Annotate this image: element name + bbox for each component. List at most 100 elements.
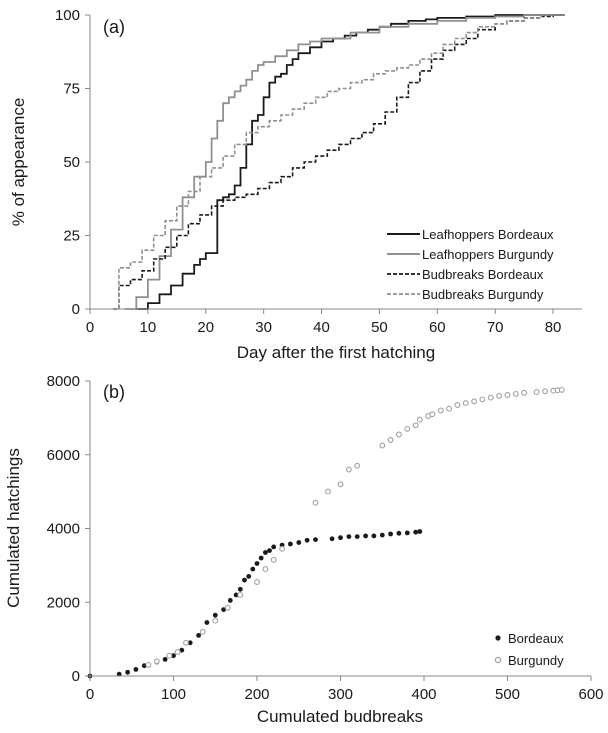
point-bordeaux	[413, 529, 419, 535]
x-tick-label: 300	[328, 686, 353, 703]
point-bordeaux	[162, 657, 168, 662]
point-bordeaux	[288, 541, 293, 547]
point-burgundy	[145, 661, 152, 668]
y-tick-label: 4000	[47, 521, 80, 538]
point-burgundy	[174, 649, 181, 655]
point-burgundy	[395, 431, 402, 438]
point-bordeaux	[187, 640, 193, 646]
point-bordeaux	[363, 533, 368, 539]
point-bordeaux	[237, 586, 243, 592]
point-bordeaux	[371, 533, 377, 539]
point-burgundy	[212, 617, 219, 624]
y-tick-label: 0	[72, 301, 80, 318]
panel-a-y-axis-title: % of appearance	[9, 98, 28, 227]
x-tick-label: 500	[495, 686, 520, 703]
point-burgundy	[279, 545, 286, 552]
legend-marker-bordeaux	[495, 635, 501, 641]
series-line-budbreaks-burgundy	[113, 14, 565, 310]
y-tick-label: 8000	[47, 373, 80, 390]
x-tick-label: 0	[86, 686, 94, 703]
point-bordeaux	[338, 535, 343, 541]
point-burgundy	[325, 488, 331, 495]
panel-b-label: (b)	[103, 382, 125, 402]
legend-label-budbreaks-bordeaux: Budbreaks Bordeaux	[422, 267, 544, 282]
point-bordeaux	[221, 607, 227, 612]
panel-a-plot	[113, 14, 565, 310]
point-bordeaux	[242, 577, 247, 583]
point-burgundy	[521, 389, 528, 396]
y-tick-label: 100	[55, 7, 80, 24]
point-burgundy	[446, 405, 453, 412]
x-tick-label: 600	[578, 686, 603, 703]
point-burgundy	[379, 442, 386, 449]
x-tick-label: 0	[86, 319, 94, 336]
point-bordeaux	[254, 561, 260, 566]
x-tick-label: 100	[161, 686, 186, 703]
point-bordeaux	[258, 555, 264, 561]
point-bordeaux	[263, 550, 268, 555]
series-points-bordeaux	[87, 529, 423, 679]
point-burgundy	[487, 394, 494, 401]
point-bordeaux	[346, 534, 352, 539]
legend-marker-burgundy	[494, 656, 502, 664]
point-burgundy	[437, 407, 444, 414]
point-bordeaux	[267, 548, 272, 553]
point-burgundy	[496, 392, 503, 399]
point-bordeaux	[250, 566, 256, 572]
point-bordeaux	[125, 669, 130, 675]
point-bordeaux	[354, 534, 360, 539]
legend-label-budbreaks-burgundy: Budbreaks Burgundy	[422, 287, 544, 302]
point-bordeaux	[212, 612, 218, 618]
legend-label-bordeaux: Bordeaux	[508, 631, 564, 646]
point-burgundy	[354, 462, 361, 469]
point-burgundy	[429, 411, 436, 418]
x-tick-label: 40	[313, 319, 330, 336]
point-burgundy	[387, 437, 394, 443]
y-tick-label: 0	[72, 668, 80, 685]
point-burgundy	[312, 499, 319, 506]
x-tick-label: 30	[255, 319, 272, 336]
series-points-burgundy	[145, 386, 565, 668]
point-bordeaux	[246, 574, 252, 579]
point-burgundy	[153, 658, 160, 665]
point-burgundy	[199, 628, 206, 635]
panel-b: (b) 0 100 200 300 400 500 600 0 2000 4000 6000 800…	[4, 373, 604, 726]
point-bordeaux	[404, 530, 410, 536]
point-bordeaux	[204, 620, 210, 625]
panel-b-x-ticks: 0 100 200 300 400 500 600	[86, 676, 604, 703]
y-tick-label: 2000	[47, 594, 80, 611]
point-bordeaux	[417, 529, 423, 534]
point-burgundy	[345, 466, 352, 473]
legend-label-burgundy: Burgundy	[508, 653, 564, 668]
point-bordeaux	[379, 532, 385, 538]
y-tick-label: 50	[63, 154, 80, 171]
x-tick-label: 80	[545, 319, 562, 336]
point-burgundy	[412, 422, 419, 429]
y-tick-label: 6000	[47, 447, 80, 464]
point-bordeaux	[296, 540, 302, 545]
panel-a: (a) 0 10 20 30 40 50 60 70 80 0 25 50 75 100 Day aft…	[9, 7, 582, 362]
panel-b-y-axis-title: Cumulated hatchings	[4, 448, 23, 608]
point-bordeaux	[396, 530, 402, 536]
point-burgundy	[462, 400, 469, 407]
point-bordeaux	[304, 537, 310, 543]
point-burgundy	[183, 639, 189, 646]
x-tick-label: 50	[371, 319, 388, 336]
x-tick-label: 60	[429, 319, 446, 336]
point-burgundy	[404, 425, 411, 432]
x-tick-label: 10	[140, 319, 157, 336]
x-tick-label: 400	[411, 686, 436, 703]
point-burgundy	[542, 388, 549, 395]
series-line-budbreaks-bordeaux	[113, 14, 565, 310]
point-burgundy	[237, 591, 244, 598]
point-bordeaux	[179, 647, 185, 653]
panel-b-y-ticks: 0 2000 4000 6000 8000	[47, 373, 90, 685]
x-tick-label: 200	[244, 686, 269, 703]
panel-a-label: (a)	[103, 17, 125, 37]
point-bordeaux	[233, 592, 239, 598]
point-burgundy	[262, 566, 269, 573]
x-tick-label: 70	[487, 319, 504, 336]
point-burgundy	[558, 386, 565, 393]
panel-a-x-axis-title: Day after the first hatching	[237, 343, 435, 362]
